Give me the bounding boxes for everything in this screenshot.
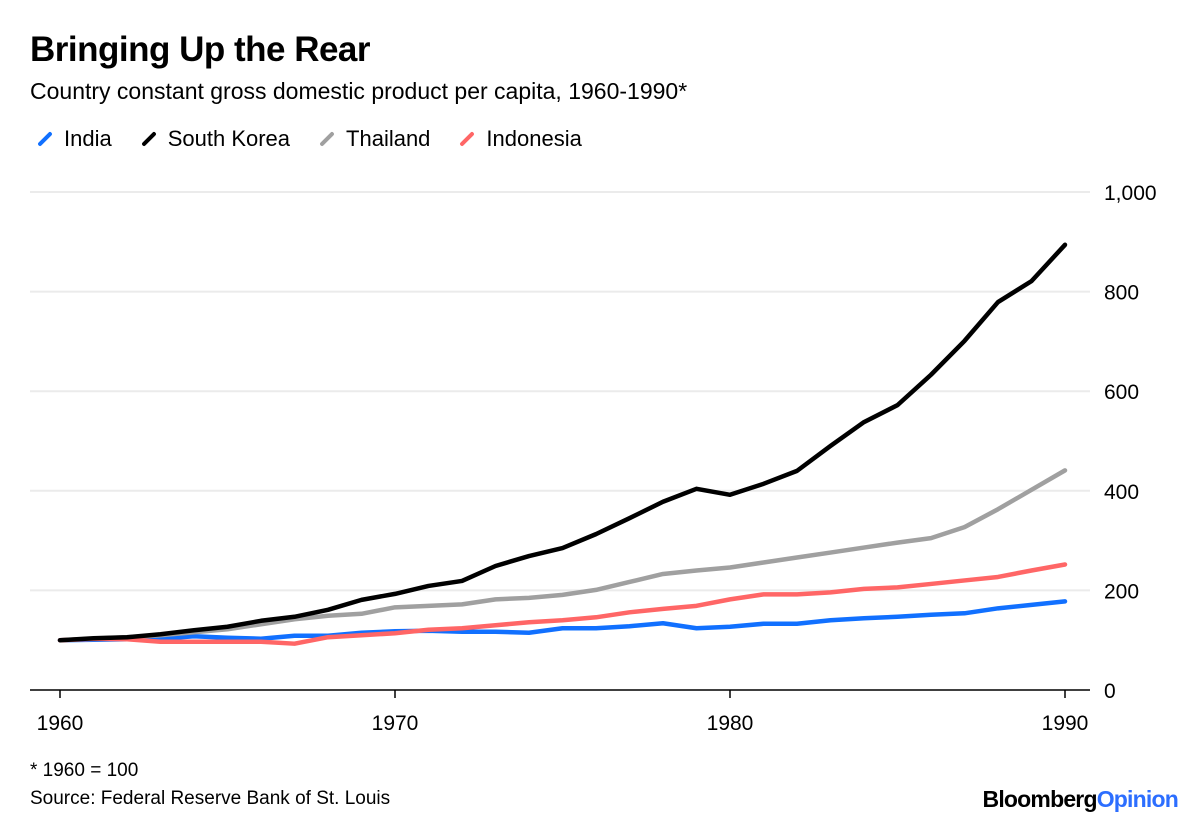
series-line-india — [57, 599, 1068, 643]
legend-item-indonesia: Indonesia — [458, 126, 582, 152]
legend-label: Indonesia — [486, 126, 582, 151]
x-tick-label: 1960 — [37, 712, 84, 735]
legend-label: India — [64, 126, 112, 151]
bloomberg-opinion-logo: BloombergOpinion — [982, 786, 1179, 812]
footnote: * 1960 = 100 — [30, 760, 139, 781]
series-line-indonesia — [57, 562, 1068, 646]
chart-title: Bringing Up the Rear — [30, 30, 371, 69]
source-note: Source: Federal Reserve Bank of St. Loui… — [30, 788, 391, 809]
x-tick-label: 1990 — [1042, 712, 1089, 735]
x-tick-label: 1970 — [372, 712, 419, 735]
series-line-thailand — [57, 468, 1068, 643]
y-tick-label: 200 — [1104, 580, 1139, 603]
x-tick-label: 1980 — [707, 712, 754, 735]
legend-label: Thailand — [346, 126, 431, 151]
chart-subtitle: Country constant gross domestic product … — [30, 78, 688, 104]
y-tick-label: 600 — [1104, 381, 1139, 404]
y-tick-label: 1,000 — [1104, 182, 1157, 205]
series-line-south-korea — [57, 242, 1068, 643]
y-tick-label: 800 — [1104, 282, 1139, 305]
legend-item-thailand: Thailand — [318, 126, 430, 152]
legend-label: South Korea — [167, 126, 291, 151]
y-tick-label: 0 — [1104, 680, 1116, 703]
legend-item-south-korea: South Korea — [140, 126, 290, 152]
legend-item-india: India — [36, 126, 112, 152]
y-tick-label: 400 — [1104, 481, 1139, 504]
legend: India South Korea Thailand Indonesia — [36, 126, 582, 152]
